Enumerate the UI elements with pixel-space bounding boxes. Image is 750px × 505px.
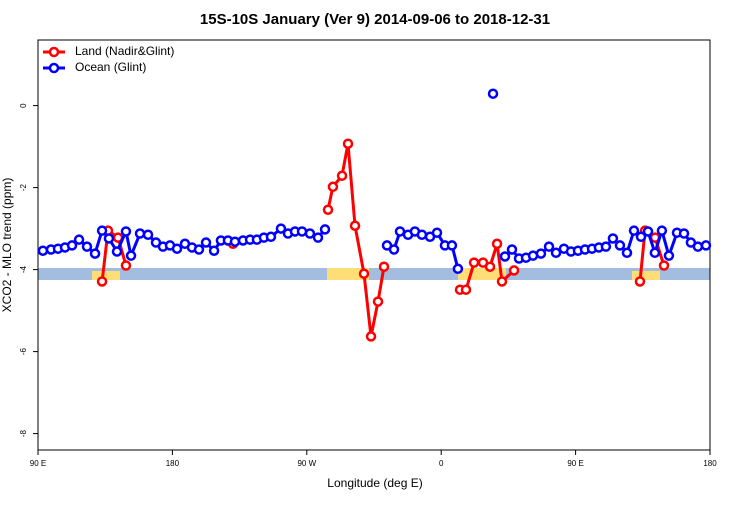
data-point: [120, 260, 132, 271]
data-point: [336, 170, 348, 181]
data-point: [304, 228, 316, 239]
data-point: [66, 240, 78, 251]
series: [96, 138, 670, 342]
legend-entry: Ocean (Glint): [43, 60, 146, 74]
y-tick-label: -6: [19, 347, 28, 355]
data-point: [506, 244, 518, 255]
data-point: [378, 261, 390, 272]
data-point: [491, 238, 503, 250]
x-tick-label: 90 E: [30, 459, 46, 468]
legend-marker: [48, 46, 60, 58]
data-point: [208, 245, 220, 256]
data-point: [416, 229, 428, 240]
y-tick-label: -8: [19, 429, 28, 437]
data-point: [635, 231, 647, 243]
data-point: [103, 233, 115, 244]
data-point: [484, 261, 496, 272]
data-point: [125, 250, 137, 261]
series: [37, 88, 712, 275]
data-point: [658, 260, 670, 271]
data-point: [265, 231, 277, 243]
data-point: [535, 248, 547, 259]
data-point: [607, 233, 619, 244]
data-point: [452, 263, 464, 275]
data-point: [543, 241, 555, 252]
x-tick-label: 0: [439, 459, 444, 468]
data-point: [642, 226, 654, 237]
data-point: [634, 276, 646, 287]
data-point: [142, 229, 154, 240]
data-point: [663, 250, 675, 261]
data-point: [372, 296, 384, 307]
data-point: [120, 226, 132, 237]
land-mask-strip: [38, 268, 710, 280]
data-point: [37, 245, 49, 256]
data-point: [171, 243, 183, 254]
data-point: [193, 244, 205, 255]
data-point: [319, 224, 331, 235]
data-point: [600, 241, 612, 252]
x-tick-label: 90 E: [567, 459, 583, 468]
data-point: [692, 241, 704, 252]
chart-title: 15S-10S January (Ver 9) 2014-09-06 to 20…: [200, 11, 550, 28]
data-point: [229, 236, 241, 247]
y-tick-label: -2: [19, 183, 28, 191]
data-point: [460, 284, 472, 295]
data-point: [649, 247, 661, 259]
legend-entry: Land (Nadir&Glint): [43, 44, 174, 58]
data-point: [431, 227, 443, 238]
data-point: [487, 88, 499, 99]
data-point: [614, 240, 626, 251]
data-point: [365, 331, 377, 342]
y-axis-label: XCO2 - MLO trend (ppm): [0, 178, 14, 313]
data-point: [89, 248, 101, 259]
x-tick-label: 180: [703, 459, 717, 468]
data-point: [388, 244, 400, 255]
data-point: [327, 181, 339, 193]
x-tick-label: 90 W: [297, 459, 316, 468]
data-point: [656, 225, 668, 236]
data-point: [394, 226, 406, 237]
data-point: [134, 228, 146, 239]
data-point: [275, 223, 287, 234]
legend-label: Land (Nadir&Glint): [75, 44, 174, 58]
y-tick-label: 0: [19, 103, 28, 108]
data-point: [499, 251, 511, 262]
data-point: [111, 246, 123, 257]
data-point: [349, 220, 361, 231]
data-point: [96, 225, 108, 236]
legend-label: Ocean (Glint): [75, 60, 146, 74]
data-point: [700, 240, 712, 251]
data-point: [312, 232, 324, 243]
data-point: [342, 138, 354, 149]
y-tick-label: -4: [19, 265, 28, 273]
legend-marker: [48, 62, 60, 74]
data-point: [358, 268, 370, 279]
data-point: [322, 204, 334, 215]
x-tick-label: 180: [166, 459, 180, 468]
data-point: [81, 241, 93, 252]
data-point: [621, 247, 633, 259]
x-axis-label: Longitude (deg E): [327, 476, 422, 490]
data-point: [96, 276, 108, 287]
data-point: [508, 265, 520, 276]
data-point: [446, 240, 458, 251]
data-point: [468, 257, 480, 268]
data-point: [678, 228, 690, 239]
data-point: [200, 237, 212, 248]
data-point: [628, 225, 640, 236]
data-point: [73, 234, 85, 245]
data-point: [550, 247, 562, 259]
data-point: [496, 276, 508, 287]
